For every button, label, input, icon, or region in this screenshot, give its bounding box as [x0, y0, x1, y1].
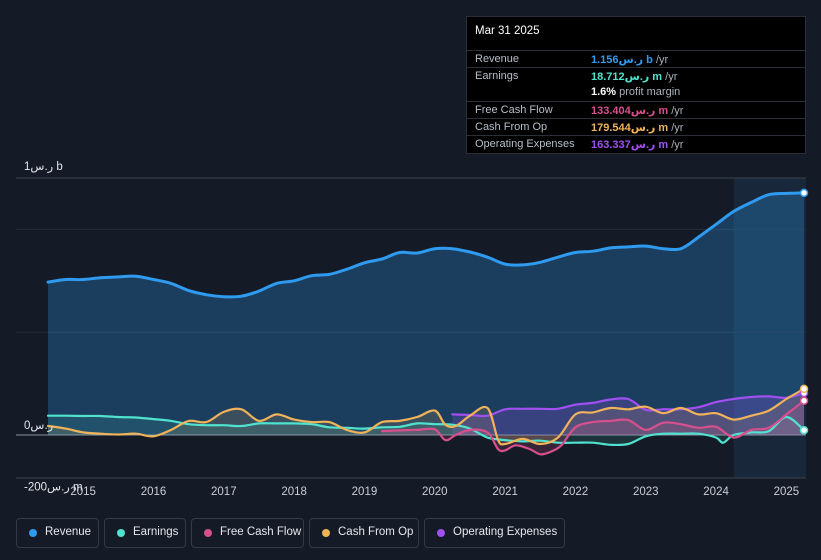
x-tick-2024: 2024 — [703, 486, 729, 498]
series-fills — [48, 192, 804, 455]
x-tick-2023: 2023 — [633, 486, 659, 498]
earnings-line — [46, 414, 806, 447]
tooltip-row: Earnings 18.712ر.س m /yr — [467, 67, 805, 85]
x-tick-2021: 2021 — [492, 486, 518, 498]
legend-item-operating-expenses[interactable]: Operating Expenses — [424, 518, 565, 548]
tooltip-panel: Mar 31 2025 Revenue 1.156ر.س b /yr Earning… — [466, 16, 806, 154]
tooltip-value-text: 179.544ر.س m — [591, 122, 669, 134]
x-tick-2025: 2025 — [774, 486, 800, 498]
tooltip-row: Free Cash Flow 133.404ر.س m /yr — [467, 101, 805, 119]
cash-from-op-line — [46, 387, 806, 446]
tooltip-value-unit: /yr — [662, 71, 678, 83]
tooltip-row-value: 133.404ر.س m /yr — [591, 104, 683, 117]
legend-item-earnings[interactable]: Earnings — [104, 518, 186, 548]
tooltip-value-text: 133.404ر.س m — [591, 105, 669, 117]
tooltip-row-label: Free Cash Flow — [475, 104, 553, 116]
tooltip-row-value: 18.712ر.س m /yr — [591, 70, 677, 83]
legend-label: Operating Expenses — [453, 526, 558, 538]
tooltip-row-value: 1.156ر.س b /yr — [591, 53, 668, 66]
tooltip-value-unit: /yr — [668, 139, 684, 151]
x-tick-2017: 2017 — [211, 486, 237, 498]
y-tick-label-bottom: -200ر.س m — [24, 481, 83, 494]
tooltip-value-text: 1.156ر.س b — [591, 54, 653, 66]
cash-from-op-area — [48, 388, 804, 445]
tooltip-row-value: 179.544ر.س m /yr — [591, 121, 683, 134]
legend-dot-icon — [29, 529, 37, 537]
tooltip-row-label: Earnings — [475, 70, 519, 82]
tooltip-row-label: Revenue — [475, 53, 520, 65]
tooltip-row: 1.6% profit margin — [467, 84, 805, 101]
tooltip-date: Mar 31 2025 — [475, 25, 540, 37]
tooltip-value-unit: /yr — [668, 122, 684, 134]
free-cash-flow-area — [382, 400, 804, 455]
x-tick-2019: 2019 — [352, 486, 378, 498]
operating-expenses-line — [451, 391, 806, 418]
x-tick-2015: 2015 — [70, 486, 96, 498]
tooltip-row-value: 163.337ر.س m /yr — [591, 138, 683, 151]
x-tick-2020: 2020 — [422, 486, 448, 498]
tooltip-value-unit: profit margin — [616, 86, 681, 98]
x-tick-2022: 2022 — [563, 486, 589, 498]
legend-dot-icon — [322, 529, 330, 537]
legend-dot-icon — [204, 529, 212, 537]
series-lines — [46, 191, 806, 456]
series-endpoints — [799, 188, 809, 435]
tooltip-row-label: Cash From Op — [475, 121, 548, 133]
free-cash-flow-endpoint — [799, 396, 809, 405]
legend-label: Cash From Op — [338, 526, 414, 538]
tooltip-value-unit: /yr — [668, 105, 684, 117]
cash-from-op-endpoint — [799, 384, 809, 394]
tooltip-value-text: 18.712ر.س m — [591, 71, 663, 83]
legend-label: Free Cash Flow — [220, 526, 302, 538]
legend-label: Revenue — [45, 526, 92, 538]
x-tick-2018: 2018 — [281, 486, 307, 498]
revenue-line — [46, 191, 806, 299]
y-tick-label-top: 1ر.س b — [24, 161, 63, 174]
operating-expenses-area — [452, 393, 804, 435]
x-axis-ticks: 2015 2016 2017 2018 2019 2020 2021 2022 2023 2024… — [70, 486, 799, 498]
revenue-endpoint — [799, 188, 809, 198]
free-cash-flow-line — [380, 399, 806, 456]
revenue-area — [48, 192, 804, 435]
tooltip-row: Operating Expenses 163.337ر.س m /yr — [467, 135, 805, 153]
tooltip-row-value: 1.6% profit margin — [591, 86, 680, 98]
tooltip-row: Cash From Op 179.544ر.س m /yr — [467, 118, 805, 136]
tooltip-value-unit: /yr — [652, 54, 669, 66]
tooltip-value-text: 163.337ر.س m — [591, 139, 669, 151]
legend-item-free-cash-flow[interactable]: Free Cash Flow — [191, 518, 304, 548]
legend-dot-icon — [437, 529, 445, 537]
legend-item-cash-from-op[interactable]: Cash From Op — [309, 518, 419, 548]
tooltip-row-label: Operating Expenses — [475, 138, 575, 150]
legend-dot-icon — [117, 529, 125, 537]
x-tick-2016: 2016 — [141, 486, 167, 498]
earnings-area — [48, 415, 804, 446]
tooltip-value-text: 1.6% — [591, 86, 617, 98]
earnings-endpoint — [799, 425, 809, 435]
legend-label: Earnings — [133, 526, 179, 538]
tooltip-row: Revenue 1.156ر.س b /yr — [467, 50, 805, 68]
y-tick-label-zero: 0ر.س — [24, 420, 53, 433]
legend-item-revenue[interactable]: Revenue — [16, 518, 99, 548]
